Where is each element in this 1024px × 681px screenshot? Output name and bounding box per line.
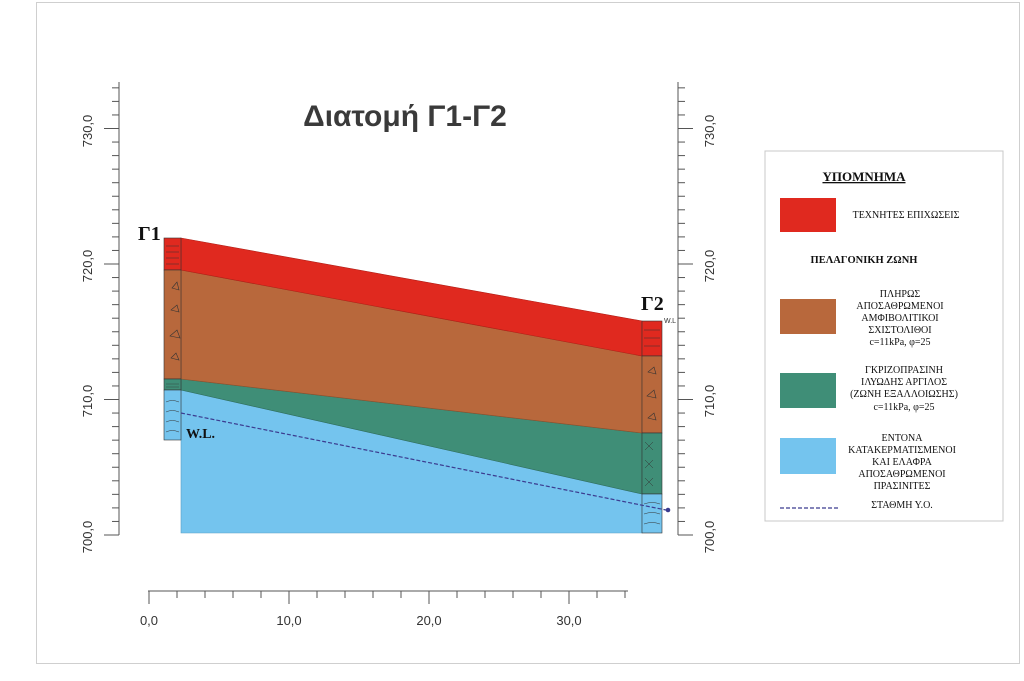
left-tick-label-710: 710,0 [80,385,95,418]
legend-zone-heading: ΠΕΛΑΓΟΝΙΚΗ ΖΩΝΗ [811,255,918,266]
right-tick-label-720: 720,0 [702,250,717,283]
left-tick-label-730: 730,0 [80,115,95,148]
legend-label-greenschist-5: ΠΡΑΣΙΝΙΤΕΣ [874,481,931,492]
water-level-label: W.L. [186,427,215,442]
water-table-line [180,412,667,511]
legend-label-greenschist-4: ΑΠΟΣΑΘΡΩΜΕΝΟΙ [858,469,945,480]
borehole-log-g1: Γ1 [138,223,182,441]
legend-label-greenschist-3: ΚΑΙ ΕΛΑΦΡΑ [872,457,932,468]
legend-swatch-clay [780,373,836,408]
left-tick-label-700: 700,0 [80,521,95,554]
left-elevation-axis: 700,0 710,0 720,0 730,0 [80,82,120,554]
legend-swatch-fill [780,198,836,232]
legend-label-amphibolite-5: c=11kPa, φ=25 [869,337,930,348]
legend-label-clay-4: c=11kPa, φ=25 [873,402,934,413]
right-elevation-axis: 700,0 710,0 720,0 730,0 [677,82,717,554]
borehole-label-g2: Γ2 [641,293,664,315]
legend-label-amphibolite-4: ΣΧΙΣΤΟΛΙΘΟΙ [868,325,931,336]
geological-layers [180,237,643,534]
diagram-title: Διατομή Γ1-Γ2 [303,100,507,133]
legend-label-clay-1: ΓΚΡΙΖΟΠΡΑΣΙΝΗ [865,365,943,376]
distance-axis: 0,0 10,0 20,0 30,0 [140,590,628,628]
legend-label-clay-3: (ΖΩΝΗ ΕΞΑΛΛΟΙΩΣΗΣ) [850,389,958,400]
legend-label-greenschist-2: ΚΑΤΑΚΕΡΜΑΤΙΣΜΕΝΟΙ [848,445,956,456]
right-tick-label-700: 700,0 [702,521,717,554]
water-level-marker [665,507,671,513]
legend-swatch-greenschist [780,438,836,474]
legend-label-amphibolite-3: ΑΜΦΙΒΟΛΙΤΙΚΟΙ [861,313,938,324]
legend-swatch-amphibolite [780,299,836,334]
x-tick-label-10: 10,0 [276,613,301,628]
x-tick-label-30: 30,0 [556,613,581,628]
legend-label-amphibolite-2: ΑΠΟΣΑΘΡΩΜΕΝΟΙ [856,301,943,312]
legend-label-greenschist-1: ΕΝΤΟΝΑ [882,433,924,444]
borehole-log-g2: Γ2 W.L [641,293,676,534]
right-tick-label-710: 710,0 [702,385,717,418]
water-level-small-label: W.L [664,318,676,325]
legend-label-fill: ΤΕΧΝΗΤΕΣ ΕΠΙΧΩΣΕΙΣ [853,210,960,221]
x-tick-label-20: 20,0 [416,613,441,628]
legend-label-clay-2: ΙΛΥΩΔΗΣ ΑΡΓΙΛΟΣ [861,377,947,388]
figure-frame [36,2,1020,664]
left-tick-label-720: 720,0 [80,250,95,283]
x-tick-label-0: 0,0 [140,613,158,628]
legend-label-water-level: ΣΤΑΘΜΗ Υ.Ο. [871,500,933,511]
legend-label-amphibolite-1: ΠΛΗΡΩΣ [880,289,921,300]
right-tick-label-730: 730,0 [702,115,717,148]
borehole-label-g1: Γ1 [138,223,161,245]
legend-title: ΥΠΟΜΝΗΜΑ [822,169,906,184]
legend: ΥΠΟΜΝΗΜΑ ΤΕΧΝΗΤΕΣ ΕΠΙΧΩΣΕΙΣ ΠΕΛΑΓΟΝΙΚΗ Ζ… [764,150,1004,522]
